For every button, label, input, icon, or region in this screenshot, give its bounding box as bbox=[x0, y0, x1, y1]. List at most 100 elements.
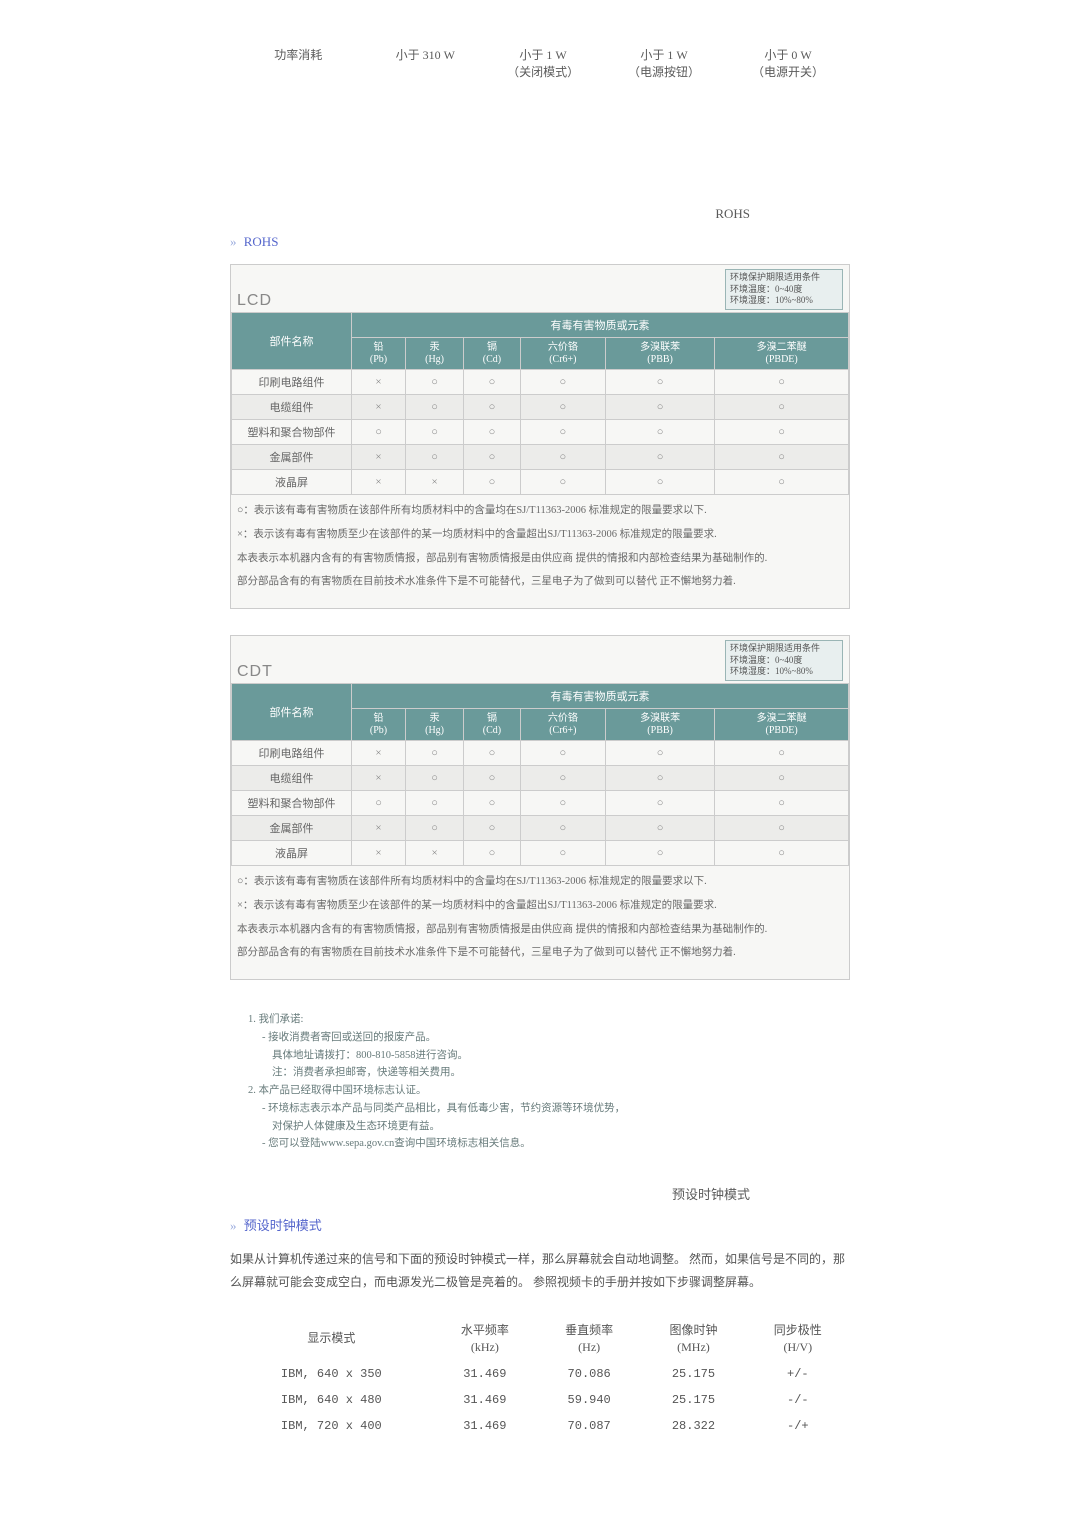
table-row: 塑料和聚合物部件○○○○○○ bbox=[232, 791, 849, 816]
power-label: 功率消耗 bbox=[230, 40, 366, 86]
substance-cell: ○ bbox=[406, 445, 464, 470]
rohs-lcd-title: LCD bbox=[237, 292, 272, 310]
substance-cell: ○ bbox=[406, 766, 464, 791]
pledge-line: 注：消费者承担邮寄，快递等相关费用。 bbox=[248, 1065, 850, 1081]
part-name-cell: 液晶屏 bbox=[232, 470, 352, 495]
rohs-lcd-title-row: LCD 环境保护期限适用条件 环境温度：0~40度 环境湿度：10%~80% bbox=[231, 265, 849, 312]
substance-cell: ○ bbox=[520, 741, 605, 766]
substance-cell: ○ bbox=[464, 395, 521, 420]
substance-cell: ○ bbox=[520, 445, 605, 470]
env-line: 环境温度：0~40度 bbox=[730, 284, 838, 296]
substance-cell: ○ bbox=[520, 420, 605, 445]
part-name-cell: 电缆组件 bbox=[232, 395, 352, 420]
env-line: 环境湿度：10%~80% bbox=[730, 295, 838, 307]
substance-cell: × bbox=[406, 470, 464, 495]
pledge-block: 1. 我们承诺: - 接收消费者寄回或送回的报废产品。 具体地址请拨打：800-… bbox=[230, 1006, 850, 1184]
substance-cell: × bbox=[352, 841, 406, 866]
note-line: ×：表示该有毒有害物质至少在该部件的某一均质材料中的含量超出SJ/T11363-… bbox=[237, 527, 843, 543]
substance-cell: ○ bbox=[406, 816, 464, 841]
substance-cell: ○ bbox=[605, 816, 714, 841]
part-name-cell: 液晶屏 bbox=[232, 841, 352, 866]
substance-cell: ○ bbox=[715, 841, 849, 866]
part-name-cell: 金属部件 bbox=[232, 445, 352, 470]
bullet-icon: » bbox=[230, 1218, 237, 1233]
table-row: 电缆组件×○○○○○ bbox=[232, 766, 849, 791]
env-condition-box: 环境保护期限适用条件 环境温度：0~40度 环境湿度：10%~80% bbox=[725, 640, 843, 681]
substance-cell: ○ bbox=[605, 766, 714, 791]
power-sub: （电源开关） bbox=[730, 63, 846, 80]
substance-cell: ○ bbox=[464, 791, 521, 816]
substance-col-header: 镉(Cd) bbox=[464, 338, 521, 370]
substance-cell: ○ bbox=[715, 816, 849, 841]
clock-modes-table: 显示模式水平频率(kHz)垂直频率(Hz)图像时钟(MHz)同步极性(H/V) … bbox=[230, 1316, 850, 1440]
rohs-cdt-table: 部件名称 有毒有害物质或元素 铅(Pb)汞(Hg)镉(Cd)六价铬(Cr6+)多… bbox=[231, 683, 849, 866]
substance-cell: ○ bbox=[715, 420, 849, 445]
table-row: IBM, 640 x 35031.46970.08625.175+/- bbox=[230, 1361, 850, 1387]
clock-cell: 70.087 bbox=[537, 1413, 641, 1439]
substance-cell: ○ bbox=[406, 741, 464, 766]
table-row: 印刷电路组件×○○○○○ bbox=[232, 370, 849, 395]
substance-cell: × bbox=[352, 816, 406, 841]
substance-cell: ○ bbox=[464, 470, 521, 495]
table-row: 塑料和聚合物部件○○○○○○ bbox=[232, 420, 849, 445]
substance-cell: ○ bbox=[520, 791, 605, 816]
table-row: 液晶屏××○○○○ bbox=[232, 841, 849, 866]
clock-header-text: 预设时钟模式 bbox=[244, 1218, 322, 1233]
power-consumption-table: 功率消耗 小于 310 W 小于 1 W （关闭模式） 小于 1 W （电源按钮… bbox=[230, 40, 850, 86]
env-line: 环境保护期限适用条件 bbox=[730, 643, 838, 655]
rohs-cdt-title-row: CDT 环境保护期限适用条件 环境温度：0~40度 环境湿度：10%~80% bbox=[231, 636, 849, 683]
clock-col-header: 垂直频率(Hz) bbox=[537, 1316, 641, 1362]
substance-cell: ○ bbox=[715, 791, 849, 816]
substance-cell: ○ bbox=[464, 445, 521, 470]
note-line: 部分部品含有的有害物质在目前技术水准条件下是不可能替代，三星电子为了做到可以替代… bbox=[237, 574, 843, 590]
partname-header: 部件名称 bbox=[232, 684, 352, 741]
clock-cell: 25.175 bbox=[641, 1387, 745, 1413]
substance-cell: ○ bbox=[715, 445, 849, 470]
clock-col-header: 水平频率(kHz) bbox=[433, 1316, 537, 1362]
rohs-lcd-block: LCD 环境保护期限适用条件 环境温度：0~40度 环境湿度：10%~80% 部… bbox=[230, 264, 850, 609]
substance-cell: ○ bbox=[352, 420, 406, 445]
substance-cell: ○ bbox=[520, 370, 605, 395]
substance-col-header: 多溴二苯醚(PBDE) bbox=[715, 709, 849, 741]
table-row: 功率消耗 小于 310 W 小于 1 W （关闭模式） 小于 1 W （电源按钮… bbox=[230, 40, 850, 86]
partname-header: 部件名称 bbox=[232, 313, 352, 370]
clock-cell: IBM, 720 x 400 bbox=[230, 1413, 433, 1439]
table-row: IBM, 640 x 48031.46959.94025.175-/- bbox=[230, 1387, 850, 1413]
env-line: 环境温度：0~40度 bbox=[730, 655, 838, 667]
note-line: 本表表示本机器内含有的有害物质情报，部品别有害物质情报是由供应商 提供的情报和内… bbox=[237, 551, 843, 567]
clock-cell: 31.469 bbox=[433, 1413, 537, 1439]
substance-cell: ○ bbox=[406, 395, 464, 420]
substance-cell: ○ bbox=[520, 841, 605, 866]
rohs-notes: ○：表示该有毒有害物质在该部件所有均质材料中的含量均在SJ/T11363-200… bbox=[231, 495, 849, 608]
env-line: 环境保护期限适用条件 bbox=[730, 272, 838, 284]
substance-cell: ○ bbox=[605, 420, 714, 445]
substance-header: 有毒有害物质或元素 bbox=[352, 684, 849, 709]
substance-cell: ○ bbox=[605, 370, 714, 395]
substance-cell: ○ bbox=[464, 370, 521, 395]
part-name-cell: 金属部件 bbox=[232, 816, 352, 841]
rohs-label-right: ROHS bbox=[230, 206, 850, 222]
substance-cell: ○ bbox=[605, 791, 714, 816]
substance-col-header: 铅(Pb) bbox=[352, 338, 406, 370]
substance-col-header: 汞(Hg) bbox=[406, 338, 464, 370]
pledge-line: 具体地址请拨打：800-810-5858进行咨询。 bbox=[248, 1048, 850, 1064]
table-header-row: 显示模式水平频率(kHz)垂直频率(Hz)图像时钟(MHz)同步极性(H/V) bbox=[230, 1316, 850, 1362]
part-name-cell: 塑料和聚合物部件 bbox=[232, 420, 352, 445]
power-sub: （电源按钮） bbox=[606, 63, 722, 80]
power-cell: 小于 1 W （电源按钮） bbox=[602, 40, 726, 86]
substance-col-header: 镉(Cd) bbox=[464, 709, 521, 741]
substance-cell: ○ bbox=[605, 445, 714, 470]
substance-cell: × bbox=[352, 445, 406, 470]
substance-col-header: 铅(Pb) bbox=[352, 709, 406, 741]
clock-col-header: 同步极性(H/V) bbox=[746, 1316, 850, 1362]
note-line: ○：表示该有毒有害物质在该部件所有均质材料中的含量均在SJ/T11363-200… bbox=[237, 503, 843, 519]
substance-cell: ○ bbox=[605, 395, 714, 420]
substance-cell: × bbox=[352, 766, 406, 791]
clock-intro-text: 如果从计算机传递过来的信号和下面的预设时钟模式一样，那么屏幕就会自动地调整。 然… bbox=[230, 1248, 850, 1294]
power-cell: 小于 0 W （电源开关） bbox=[726, 40, 850, 86]
table-row: 金属部件×○○○○○ bbox=[232, 445, 849, 470]
rohs-cdt-title: CDT bbox=[237, 663, 273, 681]
substance-header: 有毒有害物质或元素 bbox=[352, 313, 849, 338]
substance-cell: ○ bbox=[520, 766, 605, 791]
substance-cell: ○ bbox=[464, 420, 521, 445]
